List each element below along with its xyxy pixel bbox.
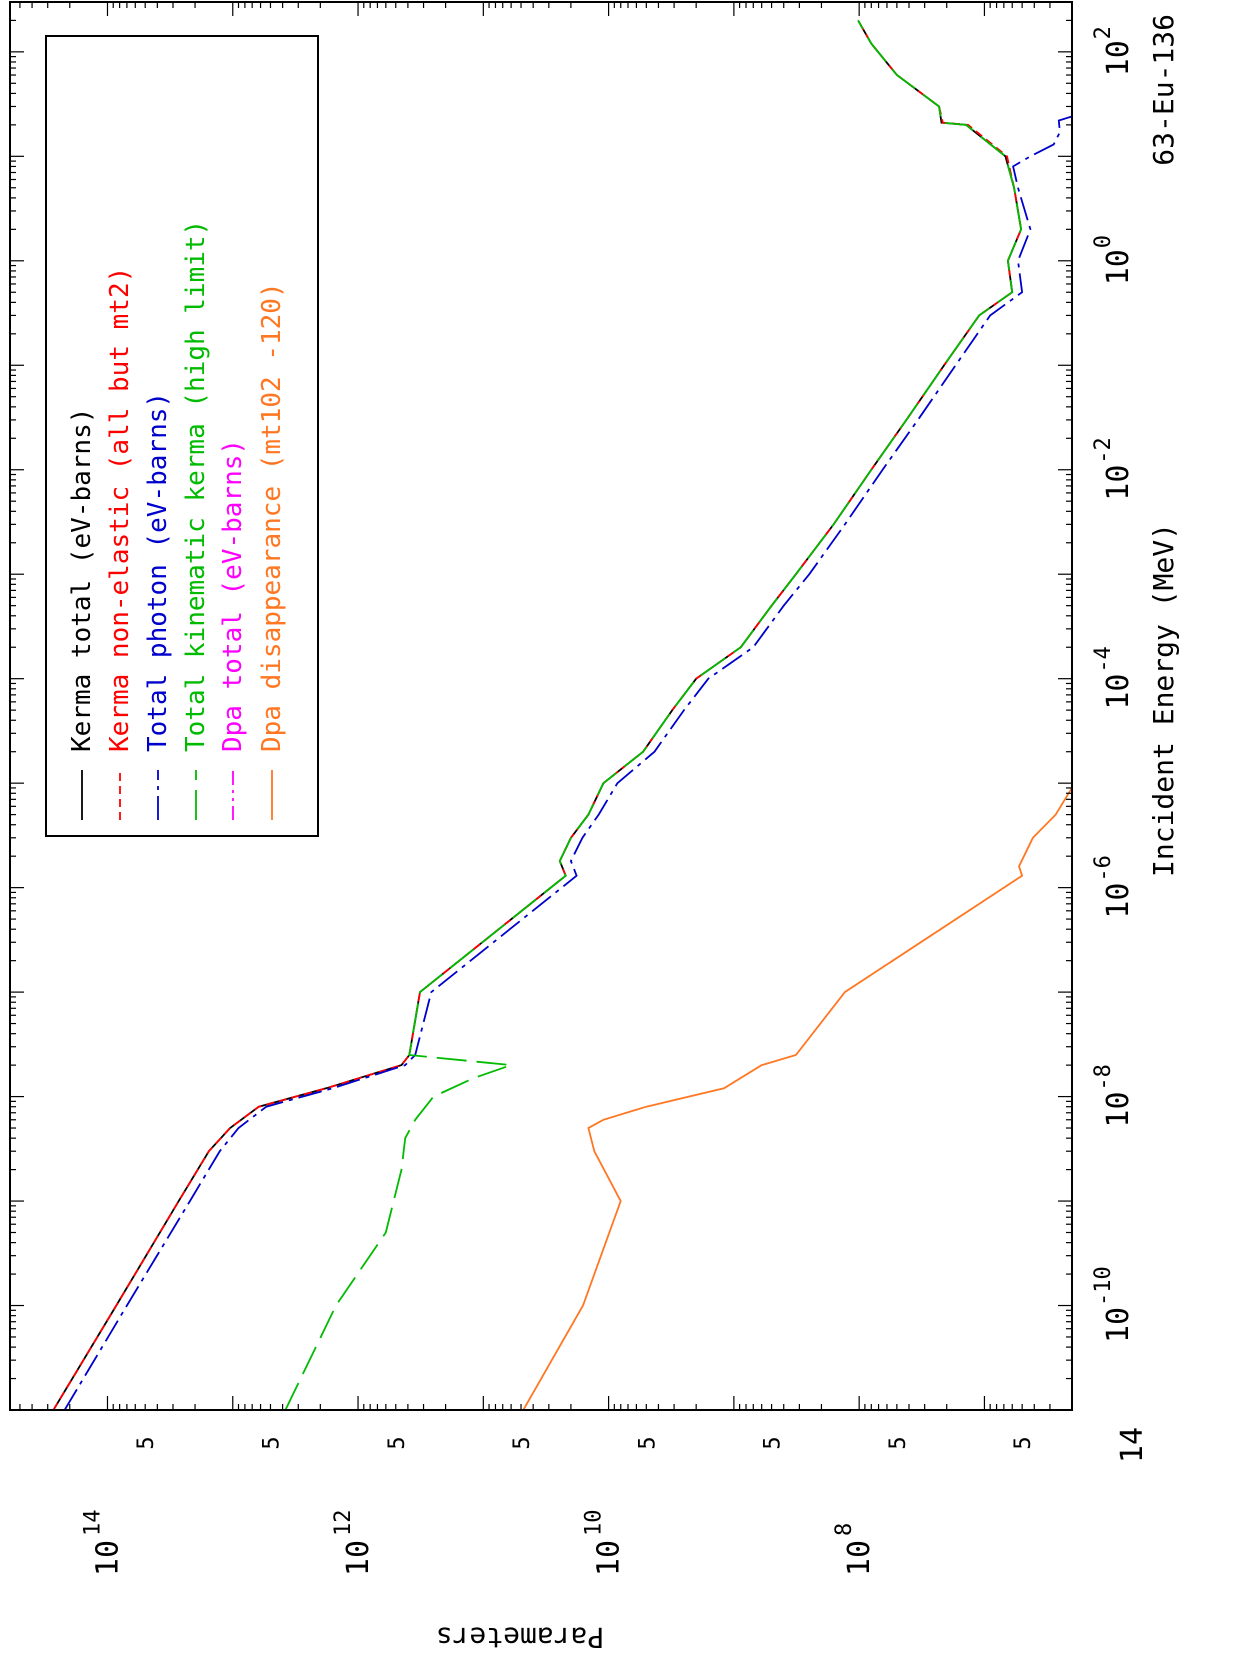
x-tick-label: 10-4 — [1091, 646, 1136, 710]
y-tick-exponent: 8 — [832, 1523, 857, 1536]
y-five-label: 5 — [761, 1436, 786, 1449]
y-tick-exponent: 14 — [80, 1510, 105, 1537]
y-five-text: 5 — [259, 1436, 284, 1449]
x-tick-mantissa: 10 — [1101, 40, 1136, 76]
y-five-label: 5 — [1011, 1436, 1036, 1449]
y-five-text: 5 — [134, 1436, 159, 1449]
y-five-label: 5 — [259, 1436, 284, 1449]
x-tick-label: 10-6 — [1091, 855, 1136, 919]
x-tick-mantissa: 10 — [1101, 883, 1136, 919]
x-tick-label: 10-8 — [1091, 1064, 1136, 1128]
y-tick-mantissa: 10 — [341, 1540, 376, 1576]
y-tick-mantissa: 10 — [592, 1540, 627, 1576]
y-five-text: 5 — [635, 1436, 660, 1449]
y-five-text: 5 — [1011, 1436, 1036, 1449]
axis-labels: Incident Energy (MeV) Parameters 63-Eu-1… — [436, 14, 1180, 1654]
y-five-text: 5 — [886, 1436, 911, 1449]
legend-box — [45, 35, 319, 837]
x-tick-label: 100 — [1091, 235, 1136, 285]
series-line-4 — [284, 19, 1023, 1410]
x-tick-exponent: 0 — [1091, 235, 1116, 248]
legend-label-1: Kerma total (eV-barns) — [67, 408, 97, 752]
legend-label-5: Dpa total (eV-barns) — [218, 439, 248, 752]
y-tick-mantissa: 10 — [90, 1540, 125, 1576]
x-tick-exponent: -2 — [1091, 437, 1116, 464]
y-tick-label: 108 — [832, 1523, 877, 1576]
y-five-text: 5 — [510, 1436, 535, 1449]
x-tick-label: 10-10 — [1091, 1266, 1136, 1343]
x-tick-exponent: 2 — [1091, 26, 1116, 39]
x-tick-exponent: -8 — [1091, 1064, 1116, 1091]
x-tick-label: 10-2 — [1091, 437, 1136, 501]
edge-label: 14 — [1115, 1427, 1150, 1463]
y-five-label: 5 — [510, 1436, 535, 1449]
x-axis-title: Incident Energy (MeV) — [1147, 523, 1180, 877]
legend-label-3: Total photon (eV-barns) — [143, 392, 173, 752]
y-tick-exponent: 10 — [582, 1510, 607, 1537]
isotope-tag: 63-Eu-136 — [1147, 14, 1180, 166]
legend-label-4: Total kinematic kerma (high limit) — [181, 220, 211, 752]
y-five-text: 5 — [761, 1436, 786, 1449]
y-five-label: 5 — [635, 1436, 660, 1449]
y-tick-mantissa: 10 — [842, 1540, 877, 1576]
plot-frame — [9, 1, 1073, 1411]
x-tick-mantissa: 10 — [1101, 249, 1136, 285]
x-tick-exponent: -10 — [1091, 1266, 1116, 1306]
y-five-label: 5 — [886, 1436, 911, 1449]
x-tick-mantissa: 10 — [1101, 465, 1136, 501]
x-tick-exponent: -4 — [1091, 646, 1116, 673]
legend-label-2: Kerma non-elastic (all but mt2) — [105, 267, 135, 752]
y-five-label: 5 — [134, 1436, 159, 1449]
y-five-text: 5 — [385, 1436, 410, 1449]
x-tick-exponent: -6 — [1091, 855, 1116, 882]
series-line-3 — [63, 115, 1072, 1410]
x-tick-mantissa: 10 — [1101, 674, 1136, 710]
series-line-6 — [522, 786, 1072, 1410]
legend: Kerma total (eV-barns) Kerma non-elastic … — [45, 35, 319, 837]
y-axis-title: Parameters — [436, 1621, 605, 1654]
y-five-label: 5 — [385, 1436, 410, 1449]
series-group — [52, 19, 1072, 1410]
x-tick-label: 102 — [1091, 26, 1136, 76]
x-tick-mantissa: 10 — [1101, 1307, 1136, 1343]
x-tick-mantissa: 10 — [1101, 1091, 1136, 1127]
legend-label-6: Dpa disappearance (mt102 -120) — [257, 282, 287, 752]
y-tick-exponent: 12 — [331, 1510, 356, 1537]
